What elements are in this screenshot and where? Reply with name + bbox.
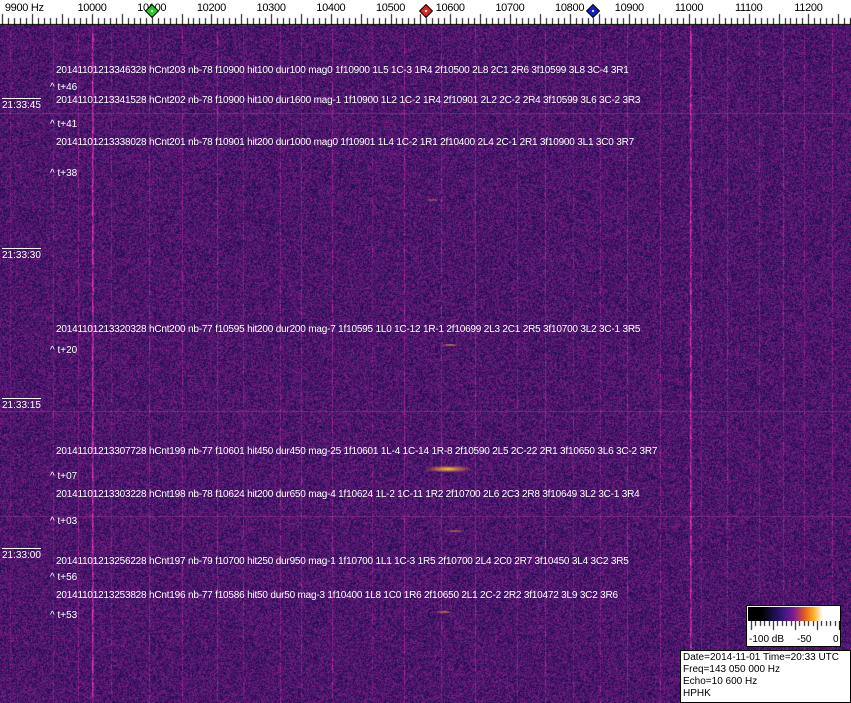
colorbar-ticks: [747, 621, 840, 633]
info-date-time: Date=2014-11-01 Time=20:33 UTC: [683, 652, 840, 663]
frequency-axis: 9900 Hz100001010010200103001040010500106…: [0, 0, 851, 25]
event-line: 20141101213320328 hCnt200 nb-77 f10595 h…: [56, 324, 641, 335]
time-offset: ^ t+53: [50, 610, 78, 621]
frequency-label: 11200: [794, 2, 823, 14]
event-line: 20141101213338028 hCnt201 nb-78 f10901 h…: [56, 137, 634, 148]
frequency-label: 9900 Hz: [4, 2, 44, 14]
info-station: HPHK: [683, 688, 711, 699]
frequency-label: 10800: [555, 2, 585, 14]
info-box: Date=2014-11-01 Time=20:33 UTC Freq=143 …: [680, 650, 851, 703]
info-echo: Echo=10 600 Hz: [683, 676, 758, 687]
info-frequency: Freq=143 050 000 Hz: [683, 664, 781, 675]
event-line: 20141101213253828 hCnt196 nb-77 f10586 h…: [56, 590, 618, 601]
colorbar-label: -100 dB: [749, 634, 785, 645]
time-label: 21:33:30: [2, 248, 41, 261]
frequency-label: 10500: [375, 2, 406, 14]
colorbar-legend: -100 dB -50 0: [746, 605, 841, 647]
frequency-label: 10000: [77, 2, 107, 14]
time-offset: ^ t+38: [50, 168, 78, 179]
frequency-label: 10400: [316, 2, 346, 14]
frequency-label: 10300: [256, 2, 286, 14]
frequency-label: 11100: [734, 2, 763, 14]
time-offset: ^ t+41: [50, 119, 78, 130]
colorbar-label: -50: [797, 634, 812, 645]
frequency-label: 10600: [435, 2, 465, 14]
time-label: 21:33:45: [2, 98, 41, 111]
event-line: 20141101213341528 hCnt202 nb-78 f10900 h…: [56, 95, 641, 106]
time-offset: ^ t+56: [50, 572, 78, 583]
event-line: 20141101213307728 hCnt199 nb-77 f10601 h…: [56, 446, 658, 457]
waterfall-display[interactable]: [0, 25, 851, 703]
event-line: 20141101213346328 hCnt203 nb-78 f10900 h…: [56, 65, 629, 76]
time-offset: ^ t+07: [50, 471, 78, 482]
event-line: 20141101213303228 hCnt198 nb-78 f10624 h…: [56, 489, 640, 500]
time-label: 21:33:15: [2, 398, 41, 411]
time-offset: ^ t+46: [50, 82, 78, 93]
time-offset: ^ t+03: [50, 516, 78, 527]
event-line: 20141101213256228 hCnt197 nb-79 f10700 h…: [56, 556, 629, 567]
frequency-label: 10900: [614, 2, 644, 14]
frequency-label: 10200: [196, 2, 226, 14]
colorbar-label: 0: [833, 634, 839, 645]
time-offset: ^ t+20: [50, 345, 78, 356]
frequency-label: 10700: [495, 2, 525, 14]
frequency-label: 11000: [674, 2, 704, 14]
time-label: 21:33:00: [2, 548, 41, 561]
colorbar-gradient: [748, 607, 839, 621]
